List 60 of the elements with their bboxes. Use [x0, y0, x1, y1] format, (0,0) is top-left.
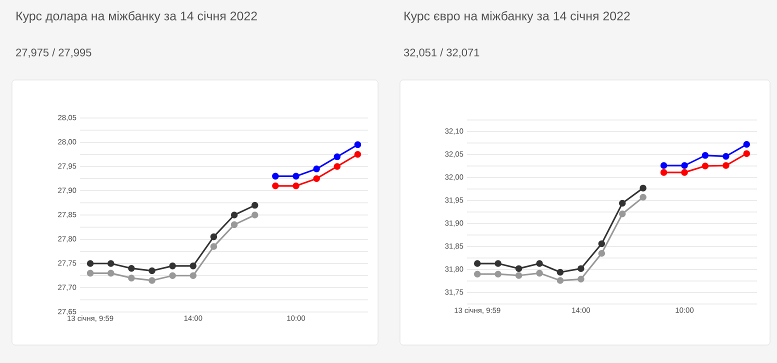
- point: [743, 140, 750, 148]
- point: [292, 182, 300, 190]
- point: [536, 270, 543, 277]
- point: [618, 200, 626, 207]
- chart-title: Курс євро на міжбанку за 14 січня 2022: [404, 11, 630, 23]
- point: [86, 260, 94, 267]
- point: [230, 221, 238, 228]
- point: [169, 262, 176, 270]
- point: [743, 150, 750, 157]
- chart-title: Курс долара на міжбанку за 14 січня 2022: [16, 11, 257, 23]
- point: [292, 172, 300, 180]
- point: [578, 265, 584, 272]
- point: [190, 272, 197, 280]
- point: [702, 162, 709, 170]
- point: [169, 272, 176, 280]
- point: [251, 212, 258, 218]
- point: [660, 162, 668, 169]
- point: [515, 272, 522, 279]
- point: [210, 233, 218, 240]
- point: [474, 260, 481, 267]
- point: [640, 194, 646, 201]
- point: [190, 262, 197, 270]
- point: [128, 274, 135, 282]
- point: [251, 202, 258, 209]
- point: [474, 270, 481, 278]
- chart-subtitle: 32,051 / 32,071: [404, 48, 480, 58]
- point: [681, 162, 688, 169]
- point: [515, 265, 522, 272]
- point: [148, 267, 156, 274]
- point: [618, 210, 626, 218]
- point: [128, 264, 135, 272]
- point: [107, 270, 114, 277]
- point: [598, 250, 606, 257]
- point: [702, 152, 709, 159]
- point: [536, 260, 543, 267]
- point: [272, 172, 279, 180]
- point: [354, 150, 362, 158]
- point: [556, 277, 564, 284]
- point: [334, 163, 341, 170]
- point: [86, 270, 94, 277]
- point: [272, 182, 279, 190]
- point: [640, 184, 646, 192]
- point: [230, 212, 238, 218]
- point: [660, 169, 668, 176]
- point: [107, 260, 114, 267]
- point: [494, 270, 502, 278]
- point: [210, 243, 218, 250]
- point: [681, 169, 688, 176]
- point: [722, 152, 730, 160]
- point: [556, 268, 564, 276]
- point: [598, 240, 606, 248]
- point: [148, 277, 156, 284]
- point: [722, 162, 730, 169]
- point: [578, 276, 584, 283]
- point: [313, 166, 320, 172]
- point: [334, 153, 341, 160]
- point: [313, 175, 320, 182]
- point: [494, 260, 502, 267]
- point: [354, 141, 362, 148]
- chart-subtitle: 27,975 / 27,995: [16, 48, 92, 58]
